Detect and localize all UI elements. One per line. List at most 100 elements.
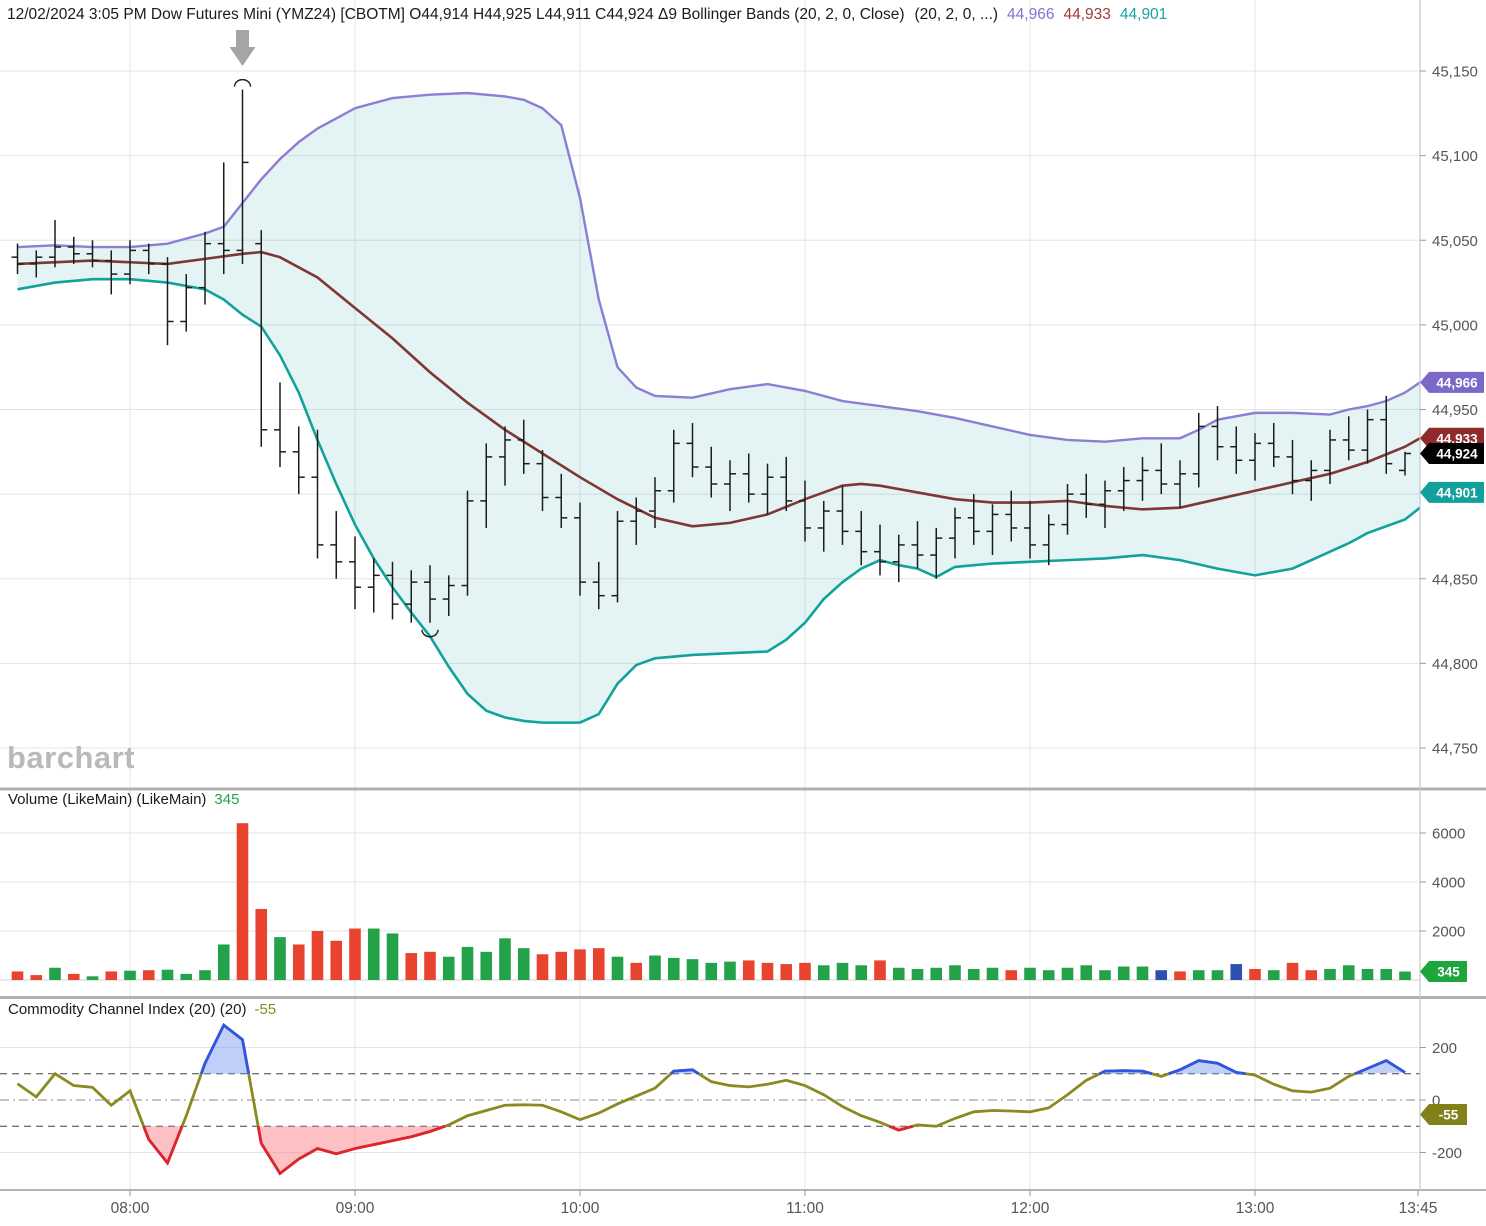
volume-bar (517, 948, 530, 980)
ohlc-bar (649, 477, 661, 528)
ohlc-bar (142, 243, 155, 275)
study-params-text: (20, 2, 0, ...) (914, 6, 999, 23)
volume-bar (367, 928, 380, 980)
lower-band-value: 44,901 (1119, 6, 1168, 23)
ohlc-bar (799, 480, 811, 542)
volume-bar (442, 956, 455, 980)
volume-bar (1249, 968, 1261, 980)
cci-panel-title: Commodity Channel Index (20) (20) -55 (8, 1001, 276, 1018)
lower-band-badge: 44,901 (1420, 481, 1484, 503)
volume-bar (67, 973, 80, 980)
ohlc-bar (49, 219, 61, 268)
barchart-watermark-logo: barchart (7, 740, 136, 775)
arc-below-annotation (421, 629, 439, 638)
volume-bar (986, 967, 999, 980)
cci-axis: 200 0 -200 (1420, 1040, 1462, 1162)
svg-text:44,924: 44,924 (1436, 447, 1478, 462)
volume-bar (386, 933, 399, 980)
volume-bar (1099, 970, 1111, 980)
ohlc-bar (1267, 423, 1280, 468)
volume-bar (1174, 971, 1186, 980)
ohlc-bar (480, 443, 493, 528)
volume-bar (1024, 967, 1036, 980)
ohlc-bar (30, 250, 43, 278)
volume-bar (330, 940, 343, 980)
volume-bar (817, 965, 830, 980)
svg-text:44,966: 44,966 (1436, 375, 1478, 390)
ohlc-bar (161, 257, 174, 346)
ohlc-bar (780, 456, 793, 512)
price-tick-label: 45,100 (1432, 148, 1478, 165)
annotations (229, 30, 439, 638)
cci-overbought-fill (1168, 1060, 1246, 1074)
volume-bar (1192, 970, 1205, 980)
ohlc-bar (761, 463, 774, 515)
ohlc-bar (255, 230, 268, 447)
ohlc-bar (292, 426, 305, 495)
upper-band-value: 44,966 (1007, 6, 1055, 23)
time-tick-label: 08:00 (111, 1200, 150, 1217)
ohlc-bar (105, 250, 118, 295)
ohlc-bar (1230, 426, 1243, 474)
ohlc-bar (461, 490, 474, 596)
price-plot (11, 30, 1420, 724)
volume-bar (1380, 968, 1393, 980)
price-tick-label: 45,050 (1432, 233, 1478, 250)
ohlc-bar (1024, 500, 1036, 559)
ohlc-bar (330, 511, 343, 579)
volume-bar (742, 960, 755, 980)
ohlc-bar (724, 460, 736, 512)
volume-bar (1361, 968, 1374, 980)
volume-bar (892, 967, 905, 980)
volume-tick-label: 2000 (1432, 924, 1465, 941)
ohlc-bar (1099, 480, 1111, 528)
volume-bar (49, 967, 61, 980)
cci-tick-label: 200 (1432, 1040, 1457, 1057)
ohlc-bar (592, 561, 605, 610)
upper-band-badge: 44,966 (1420, 371, 1484, 393)
volume-bar (480, 951, 493, 980)
cci-threshold-lines (0, 1073, 1420, 1127)
ohlc-bar (1155, 443, 1168, 495)
ohlc-bar (517, 419, 530, 474)
volume-value: 345 (214, 791, 240, 808)
volume-bar (855, 965, 868, 980)
ohlc-bar (574, 502, 586, 596)
ohlc-bar (124, 240, 136, 285)
volume-bar (274, 937, 286, 980)
volume-bar (555, 951, 568, 980)
volume-badge: 345 (1420, 961, 1467, 983)
ohlc-bar (611, 511, 624, 603)
volume-bar (911, 968, 924, 980)
volume-bar (86, 976, 99, 980)
ohlc-bar (1249, 433, 1261, 481)
volume-bar (311, 931, 324, 980)
volume-bar (161, 969, 174, 980)
volume-bar (761, 962, 774, 980)
volume-bar (1342, 965, 1355, 980)
volume-bar (199, 970, 211, 980)
ohlc-bar (1042, 514, 1055, 566)
volume-bar (536, 954, 549, 980)
volume-bar (967, 968, 980, 980)
cci-line-overbought (1168, 1059, 1246, 1076)
ohlc-bar (630, 497, 643, 545)
volume-bar (949, 965, 961, 980)
ohlc-bar (1117, 467, 1130, 512)
volume-bar (705, 962, 718, 980)
ohlc-bar (855, 511, 868, 566)
volume-bar (667, 957, 680, 980)
volume-bar (292, 944, 305, 980)
volume-bar (424, 951, 436, 980)
volume-bar (1155, 970, 1168, 980)
volume-bar (1230, 964, 1243, 980)
ohlc-bar (536, 450, 549, 512)
price-tick-label: 44,950 (1432, 402, 1478, 419)
ohlc-bar (311, 429, 324, 559)
bollinger-upper-line (17, 91, 1420, 443)
ohlc-bar (555, 473, 568, 528)
panel-separators (0, 0, 1486, 1191)
volume-bar (349, 928, 361, 980)
